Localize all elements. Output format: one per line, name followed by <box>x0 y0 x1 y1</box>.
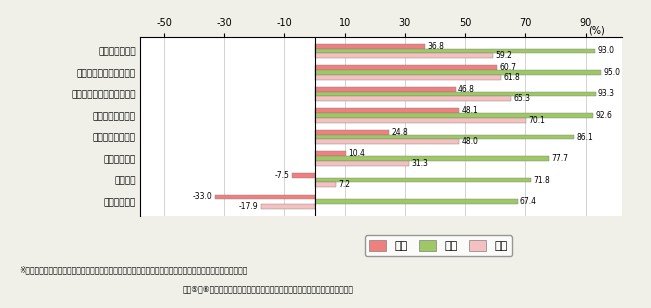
Bar <box>314 87 456 91</box>
Text: 92.6: 92.6 <box>596 111 613 120</box>
Bar <box>314 152 346 156</box>
Text: 60.7: 60.7 <box>500 63 517 72</box>
Text: 61.8: 61.8 <box>503 73 520 82</box>
Bar <box>314 135 574 140</box>
Bar <box>314 161 409 166</box>
Bar <box>314 199 518 204</box>
Bar <box>314 140 459 144</box>
Bar <box>314 75 501 79</box>
Text: 31.3: 31.3 <box>411 159 428 168</box>
Text: 95.0: 95.0 <box>603 68 620 77</box>
Bar <box>314 130 389 135</box>
Text: 48.0: 48.0 <box>462 137 478 146</box>
Bar <box>314 44 425 49</box>
Bar <box>260 204 314 209</box>
Text: 59.2: 59.2 <box>495 51 512 60</box>
Text: ※　各項目に対して「満足」と回答した利用者の割合から「不満」と回答した利用者の割合を差し引いたもの: ※ 各項目に対して「満足」と回答した利用者の割合から「不満」と回答した利用者の割… <box>20 265 248 274</box>
Text: 46.8: 46.8 <box>458 85 475 94</box>
Bar <box>215 195 314 199</box>
Text: -33.0: -33.0 <box>193 192 213 201</box>
Text: 図表⑤、⑥　（出典）「ネットワークと国民生活に関する調査」（ウェブ調査）: 図表⑤、⑥ （出典）「ネットワークと国民生活に関する調査」（ウェブ調査） <box>182 284 353 293</box>
Text: 77.7: 77.7 <box>551 154 568 163</box>
Text: 70.1: 70.1 <box>528 116 545 125</box>
Legend: 日本, 米国, 韓国: 日本, 米国, 韓国 <box>365 235 512 256</box>
Text: 65.3: 65.3 <box>514 94 531 103</box>
Text: 71.8: 71.8 <box>533 176 550 184</box>
Bar <box>314 65 497 70</box>
Bar <box>314 178 531 182</box>
Bar <box>314 156 549 161</box>
Text: 93.3: 93.3 <box>598 90 615 99</box>
Bar <box>314 113 594 118</box>
Text: 24.8: 24.8 <box>392 128 408 137</box>
Bar <box>314 70 601 75</box>
Text: 36.8: 36.8 <box>428 42 445 51</box>
Text: 67.4: 67.4 <box>520 197 537 206</box>
Text: (%): (%) <box>589 26 605 36</box>
Text: 86.1: 86.1 <box>576 132 593 142</box>
Bar <box>314 118 525 123</box>
Text: 48.1: 48.1 <box>462 106 478 115</box>
Bar <box>314 91 596 96</box>
Bar <box>314 182 337 187</box>
Text: 7.2: 7.2 <box>339 180 351 189</box>
Bar <box>314 108 460 113</box>
Bar <box>314 53 493 58</box>
Bar <box>314 49 594 53</box>
Bar <box>292 173 314 178</box>
Text: -17.9: -17.9 <box>239 202 258 211</box>
Bar <box>314 96 511 101</box>
Text: 10.4: 10.4 <box>348 149 365 158</box>
Text: 93.0: 93.0 <box>597 47 614 55</box>
Text: -7.5: -7.5 <box>275 171 290 180</box>
